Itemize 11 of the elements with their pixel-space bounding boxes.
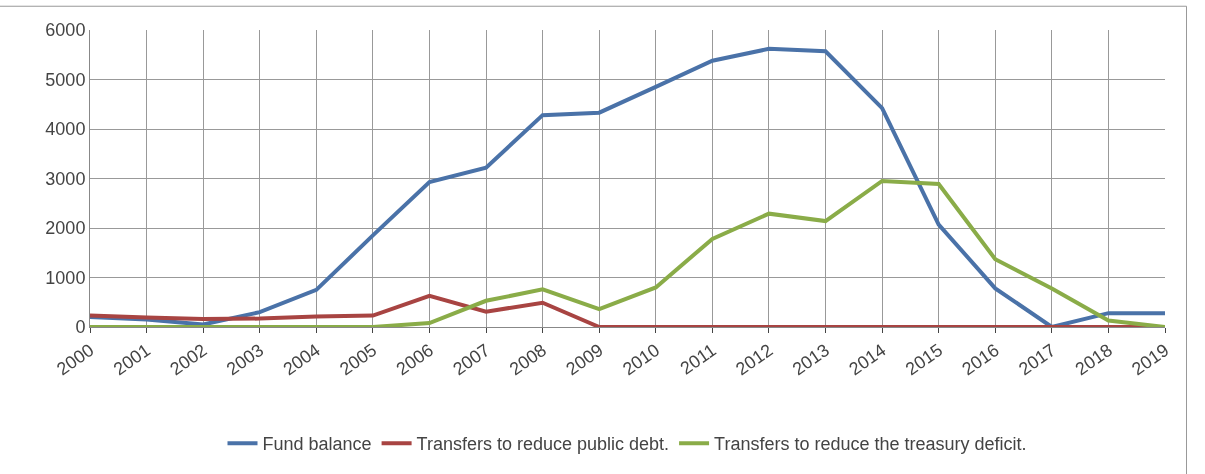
- y-tick-label: 4000: [45, 119, 86, 140]
- legend-label: Transfers to reduce public debt.: [416, 434, 670, 455]
- y-tick-label: 6000: [45, 20, 86, 41]
- y-tick-label: 2000: [45, 218, 86, 239]
- legend-label: Fund balance: [262, 434, 372, 455]
- y-tick-label: 5000: [45, 69, 86, 90]
- y-tick-label: 1000: [45, 267, 86, 288]
- x-tick-label: 2011: [676, 339, 720, 379]
- y-tick-label: 0: [75, 317, 86, 338]
- y-tick-label: 3000: [45, 168, 86, 189]
- legend-label: Transfers to reduce the treasury deficit.: [714, 434, 1027, 455]
